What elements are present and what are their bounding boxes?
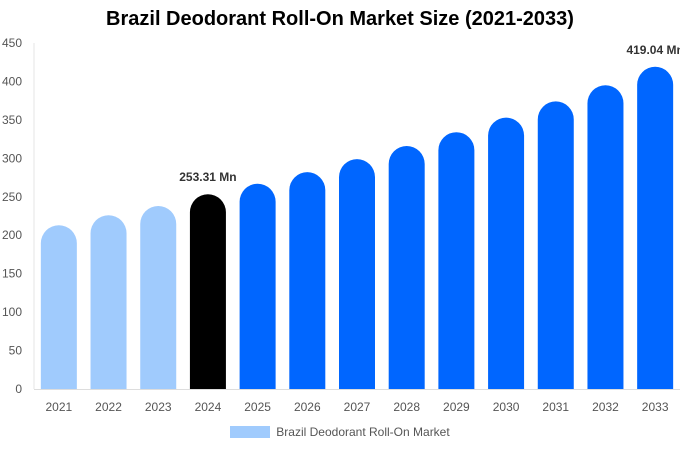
bar-2026[interactable] [289, 172, 326, 389]
y-tick-label: 250 [2, 190, 22, 204]
bar-2032[interactable] [587, 85, 624, 390]
bar-2031[interactable] [537, 101, 574, 390]
bar-2021[interactable] [40, 225, 77, 389]
x-tick-label: 2030 [493, 400, 520, 414]
y-tick-label: 350 [2, 113, 22, 127]
y-tick-label: 50 [9, 344, 23, 358]
x-tick-label: 2031 [542, 400, 569, 414]
y-tick-label: 0 [15, 382, 22, 396]
x-tick-label: 2021 [45, 400, 72, 414]
y-tick-label: 400 [2, 74, 22, 88]
x-tick-label: 2025 [244, 400, 271, 414]
bar-2033[interactable] [637, 66, 674, 389]
y-tick-label: 100 [2, 305, 22, 319]
x-tick-label: 2029 [443, 400, 470, 414]
legend-label: Brazil Deodorant Roll-On Market [276, 425, 450, 439]
bar-2024[interactable] [189, 194, 226, 389]
bar-2030[interactable] [488, 117, 525, 389]
bar-2022[interactable] [90, 215, 127, 389]
bar-2027[interactable] [339, 159, 375, 389]
bar-2023[interactable] [140, 206, 177, 389]
bar-2029[interactable] [438, 132, 475, 390]
chart-title: Brazil Deodorant Roll-On Market Size (20… [106, 8, 574, 30]
data-label: 253.31 Mn [179, 170, 236, 184]
legend[interactable]: Brazil Deodorant Roll-On Market [0, 425, 680, 439]
data-label: 419.04 Mn [626, 43, 680, 57]
y-tick-label: 450 [2, 36, 22, 50]
y-tick-label: 150 [2, 267, 22, 281]
x-tick-label: 2033 [642, 400, 669, 414]
bar-2028[interactable] [388, 146, 425, 389]
y-tick-label: 200 [2, 228, 22, 242]
x-tick-label: 2022 [95, 400, 122, 414]
x-tick-label: 2032 [592, 400, 619, 414]
y-tick-label: 300 [2, 151, 22, 165]
x-tick-label: 2023 [145, 400, 172, 414]
x-tick-label: 2028 [393, 400, 420, 414]
x-tick-label: 2027 [344, 400, 371, 414]
legend-swatch [230, 426, 271, 438]
bar-2025[interactable] [239, 183, 276, 389]
x-tick-label: 2026 [294, 400, 321, 414]
x-tick-label: 2024 [195, 400, 222, 414]
